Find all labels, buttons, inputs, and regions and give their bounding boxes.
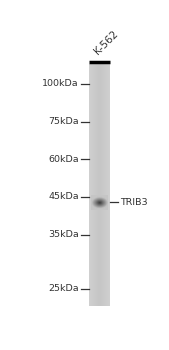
Text: K-562: K-562 xyxy=(93,29,120,57)
Text: 35kDa: 35kDa xyxy=(48,230,79,239)
Text: 75kDa: 75kDa xyxy=(48,117,79,126)
Text: 60kDa: 60kDa xyxy=(48,155,79,164)
Text: 45kDa: 45kDa xyxy=(48,193,79,202)
Text: 100kDa: 100kDa xyxy=(42,79,79,88)
Text: TRIB3: TRIB3 xyxy=(120,198,148,207)
Text: 25kDa: 25kDa xyxy=(48,284,79,293)
